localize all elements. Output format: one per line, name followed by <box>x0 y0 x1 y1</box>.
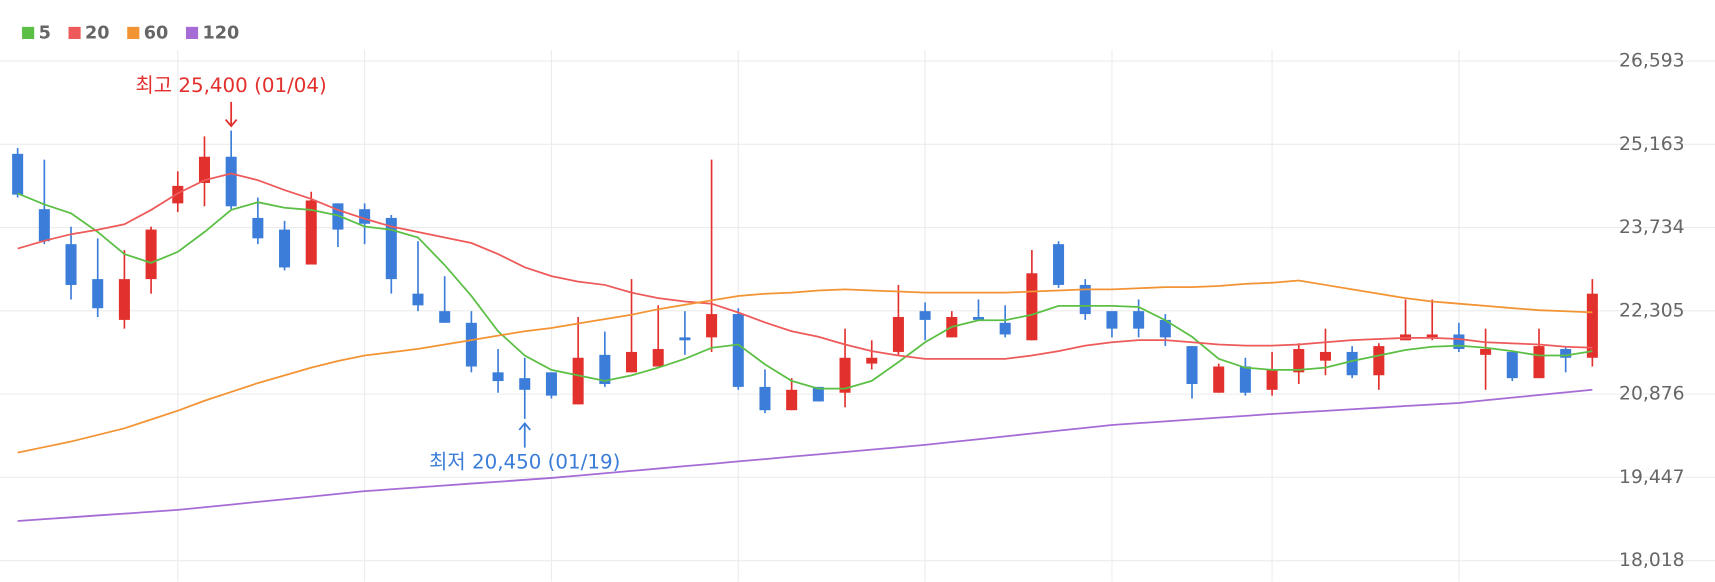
candle-body <box>1293 349 1305 373</box>
candle-body <box>812 386 824 402</box>
candle-body <box>225 156 237 207</box>
ma-line <box>17 388 1593 522</box>
candle-body <box>1239 366 1251 393</box>
candle-body <box>919 311 931 320</box>
y-tick-label: 25,163 <box>1619 134 1685 155</box>
y-tick-label: 19,447 <box>1619 467 1685 488</box>
candle-body <box>465 322 477 367</box>
candle-body <box>545 372 557 396</box>
candle-body <box>359 209 371 224</box>
candle-body <box>786 389 798 411</box>
legend-swatch <box>185 26 199 39</box>
candle-body <box>1453 334 1465 350</box>
candle-body <box>999 322 1011 335</box>
candle-body <box>1266 369 1278 390</box>
y-tick-label: 23,734 <box>1619 217 1685 238</box>
candle-body <box>1480 349 1492 355</box>
candle-body <box>1159 319 1171 338</box>
legend-swatch <box>127 26 140 39</box>
ma-line <box>17 279 1593 454</box>
ma-line <box>17 192 1593 390</box>
annotation-arrow <box>518 421 531 448</box>
candle-body <box>385 217 397 280</box>
candle-body <box>1373 346 1385 376</box>
candle-body <box>839 357 851 393</box>
candle-body <box>652 349 664 367</box>
candle-body <box>172 185 184 204</box>
y-tick-label: 18,018 <box>1619 550 1685 571</box>
candle-body <box>439 311 451 323</box>
candle-body <box>1319 351 1331 361</box>
candle-body <box>599 354 611 384</box>
legend-label: 120 <box>202 23 239 43</box>
candle-body <box>679 337 691 341</box>
y-tick-label: 26,593 <box>1619 51 1685 72</box>
legend-swatch <box>68 26 81 39</box>
candle-body <box>1213 366 1225 393</box>
candle-body <box>519 378 531 390</box>
candle-body <box>626 351 638 373</box>
candle-body <box>972 316 985 320</box>
candle-body <box>1533 346 1545 379</box>
y-tick-label: 20,876 <box>1619 384 1685 405</box>
candle-body <box>1186 346 1198 384</box>
annotation-label: 최고 25,400 (01/04) <box>136 74 327 97</box>
candle-body <box>198 156 210 183</box>
candle-body <box>118 279 130 320</box>
candle-body <box>1346 351 1358 376</box>
candle-body <box>732 314 744 387</box>
candle-body <box>1106 311 1118 329</box>
legend-swatch <box>22 26 35 39</box>
candle-body <box>706 314 718 338</box>
candle-body <box>1079 284 1091 315</box>
candle-body <box>279 229 291 268</box>
candle-body <box>65 244 77 285</box>
candle-body <box>12 153 24 195</box>
annotation-label: 최저 20,450 (01/19) <box>429 451 620 474</box>
candle-body <box>38 209 50 242</box>
y-tick-label: 22,305 <box>1619 300 1685 321</box>
candle-body <box>1053 244 1065 285</box>
candle-body <box>412 293 424 306</box>
candle-body <box>145 229 157 280</box>
candle-body <box>759 386 771 411</box>
legend-label: 60 <box>144 23 169 43</box>
candle-body <box>1586 293 1598 358</box>
legend-label: 20 <box>85 23 110 43</box>
ma-line <box>17 172 1593 360</box>
candle-body <box>892 316 904 352</box>
candle-body <box>1133 311 1145 329</box>
candle-body <box>492 372 504 382</box>
candle-body <box>1560 349 1572 358</box>
legend-label: 5 <box>39 23 51 43</box>
candle-body <box>572 357 584 405</box>
candle-body <box>1506 351 1518 379</box>
candle-body <box>866 357 878 364</box>
candle-body <box>1426 334 1438 338</box>
candle-body <box>1026 273 1038 341</box>
candle-body <box>92 279 104 309</box>
candle-body <box>332 203 344 230</box>
annotation-arrow <box>224 101 238 128</box>
candle-body <box>305 200 317 265</box>
candle-body <box>252 217 264 239</box>
